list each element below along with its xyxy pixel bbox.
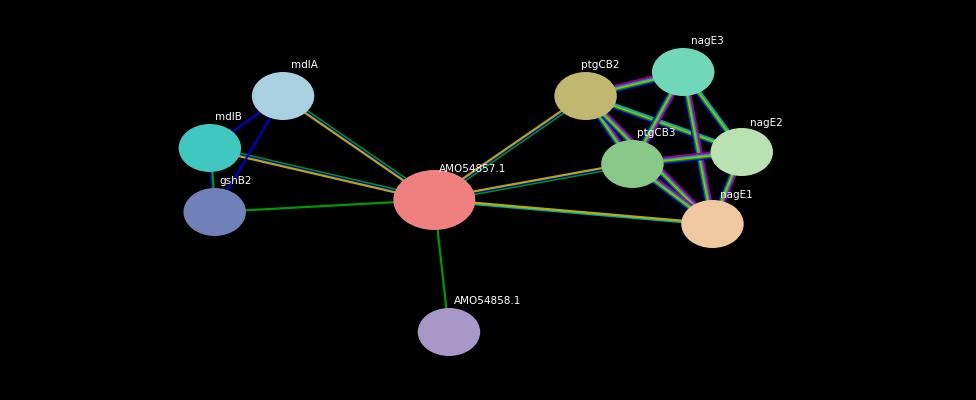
Text: nagE2: nagE2 (750, 118, 783, 128)
Text: AMO54857.1: AMO54857.1 (439, 164, 507, 174)
Ellipse shape (681, 200, 744, 248)
Ellipse shape (652, 48, 714, 96)
Text: ptgCB3: ptgCB3 (637, 128, 675, 138)
Ellipse shape (554, 72, 617, 120)
Ellipse shape (179, 124, 241, 172)
Text: ptgCB2: ptgCB2 (581, 60, 619, 70)
Text: nagE3: nagE3 (691, 36, 724, 46)
Ellipse shape (252, 72, 314, 120)
Text: nagE1: nagE1 (720, 190, 753, 200)
Text: gshB2: gshB2 (220, 176, 252, 186)
Text: mdlA: mdlA (291, 60, 318, 70)
Ellipse shape (711, 128, 773, 176)
Text: mdlB: mdlB (215, 112, 242, 122)
Ellipse shape (183, 188, 246, 236)
Text: AMO54858.1: AMO54858.1 (454, 296, 521, 306)
Ellipse shape (601, 140, 664, 188)
Ellipse shape (393, 170, 475, 230)
Ellipse shape (418, 308, 480, 356)
